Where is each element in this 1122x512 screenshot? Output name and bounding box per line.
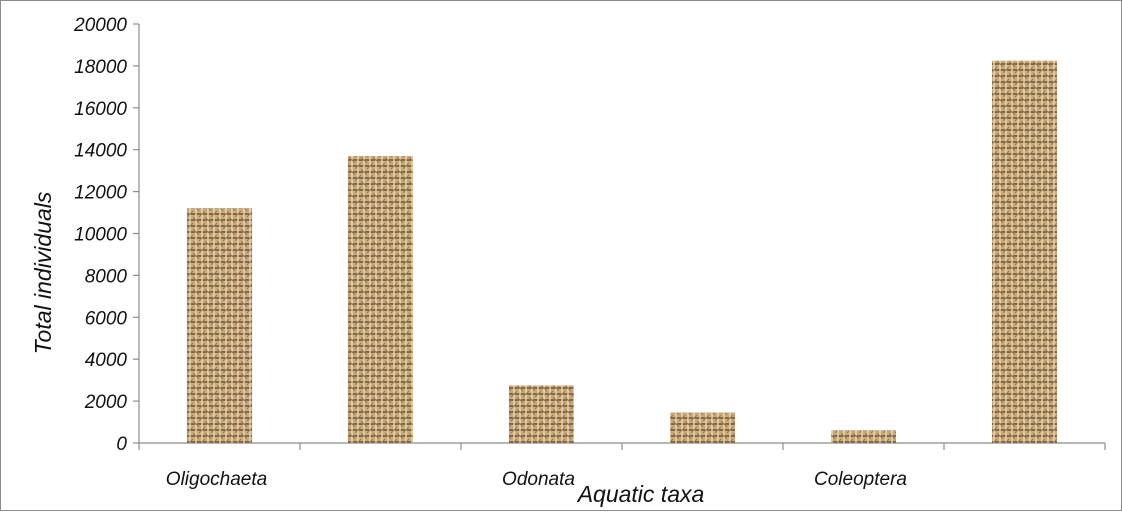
y-tick-label: 12000 [74, 183, 127, 204]
x-axis [138, 442, 1106, 450]
x-category-label: Coleoptera [814, 469, 907, 490]
y-tick-label: 20000 [73, 15, 127, 36]
bar [187, 208, 252, 443]
y-tick-label: 4000 [85, 350, 128, 371]
bar [509, 385, 574, 443]
bar [831, 430, 896, 443]
x-category-label: Oligochaeta [166, 469, 267, 490]
y-tick-label: 8000 [85, 266, 128, 287]
x-axis-title: Aquatic taxa [576, 481, 705, 507]
bars [187, 60, 1057, 444]
bar [348, 155, 413, 444]
category-labels: Oligochaeta Odonata Coleoptera [166, 469, 907, 490]
y-tick-label: 6000 [85, 308, 128, 329]
bar [670, 412, 735, 443]
y-tick-label: 16000 [74, 99, 127, 120]
y-axis-title: Total individuals [30, 191, 56, 354]
y-axis: 0 2000 4000 6000 8000 10000 12000 14000 16000 180… [73, 15, 140, 455]
y-tick-label: 2000 [84, 392, 128, 413]
y-tick-label: 14000 [74, 141, 127, 162]
y-tick-label: 0 [116, 434, 127, 455]
y-tick-label: 10000 [74, 225, 127, 246]
y-tick-label: 18000 [74, 57, 127, 78]
bar [992, 60, 1057, 443]
x-category-label: Odonata [502, 469, 575, 490]
